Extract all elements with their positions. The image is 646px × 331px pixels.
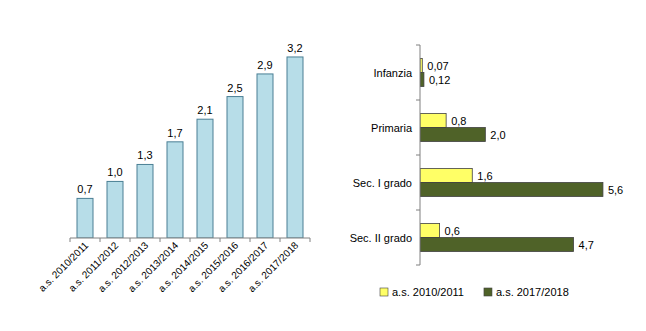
data-labels: 0,7 1,0 1,3 1,7 2,1 2,5 2,9 3,2 [77,42,302,195]
data-label: 0,12 [429,74,450,86]
data-label: 0,6 [445,225,460,237]
bar [197,119,213,238]
data-label: 2,5 [227,82,242,94]
category-label: Infanzia [373,67,412,79]
legend-swatch [380,288,388,296]
category-label: a.s. 2017/2018 [246,239,301,294]
data-label: 1,7 [167,127,182,139]
bar [420,169,472,183]
category-label: a.s. 2012/2013 [96,239,151,294]
data-label: 0,7 [77,183,92,195]
bar [107,181,123,238]
bar [420,238,574,252]
legend-swatch [484,288,492,296]
bar [137,164,153,238]
data-label: 2,1 [197,104,212,116]
category-separator [190,238,191,242]
data-label: 1,3 [137,149,152,161]
data-label: 1,0 [107,166,122,178]
data-label: 0,07 [427,60,448,72]
chart-canvas: 0,71,01,31,72,12,52,93,2a.s. 2010/2011a.… [0,0,646,331]
category-label: a.s. 2015/2016 [186,239,241,294]
category-label: a.s. 2010/2011 [36,239,90,293]
data-label: 2,0 [490,129,505,141]
data-label: 0,8 [451,115,466,127]
legend-label: a.s. 2010/2011 [392,286,464,298]
category-separator [416,45,420,46]
legend-label: a.s. 2017/2018 [496,286,569,298]
bar [287,57,303,238]
category-label: a.s. 2014/2015 [156,239,211,294]
category-separator [416,100,420,101]
bars [77,57,303,238]
category-separator [100,238,101,242]
category-separator [416,155,420,156]
category-label: a.s. 2011/2012 [66,239,120,293]
category-label: a.s. 2013/2014 [126,239,181,294]
category-separator [416,210,420,211]
bar [77,198,93,238]
data-label: 2,9 [257,59,272,71]
category-label: Sec. I grado [353,177,412,189]
category-label: Primaria [371,122,413,134]
category-separator [310,238,311,242]
bar [257,74,273,238]
legend: a.s. 2010/2011 a.s. 2017/2018 [380,286,569,298]
category-separator [416,265,420,266]
bar [227,97,243,238]
data-labels: 0,07 0,12 0,8 2,0 1,6 5,6 0,6 4,7 [427,60,623,251]
data-label: 5,6 [608,184,623,196]
category-separator [130,238,131,242]
bars [420,59,603,252]
bar [420,224,440,238]
x-axis [70,238,310,239]
category-separator [160,238,161,242]
bar [420,128,485,142]
y-axis [420,45,421,265]
category-separator [250,238,251,242]
category-label: a.s. 2016/2017 [216,239,271,294]
bar [420,114,446,128]
data-label: 4,7 [579,239,594,251]
category-separator [70,238,71,242]
category-separator [220,238,221,242]
bar [420,183,603,197]
data-label: 3,2 [287,42,302,54]
bar [167,142,183,238]
category-label: Sec. II grado [350,232,412,244]
bar [420,73,424,87]
category-separator [280,238,281,242]
data-label: 1,6 [477,170,492,182]
